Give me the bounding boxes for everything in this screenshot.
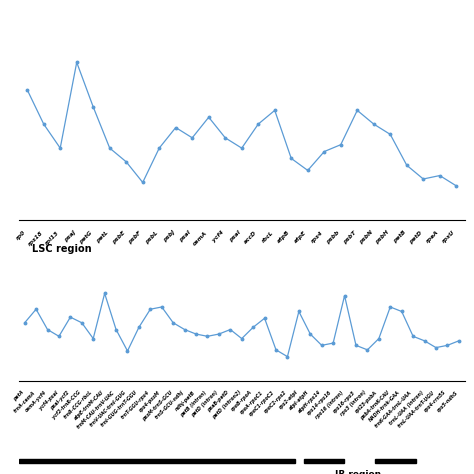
Text: rps4-rrn5S: rps4-rrn5S: [424, 390, 447, 413]
Text: petB (intron): petB (intron): [180, 390, 208, 418]
Text: rpoA-rpoC1: rpoA-rpoC1: [239, 390, 264, 415]
Text: trnR-CCG-rbcL: trnR-CCG-rbcL: [63, 390, 93, 420]
Text: trnA-cemA: trnA-cemA: [12, 390, 36, 413]
Text: rps4: rps4: [310, 230, 324, 244]
Text: atpE: atpE: [293, 230, 308, 244]
Text: ycf4-psaI: ycf4-psaI: [38, 390, 59, 410]
Text: petL: petL: [96, 230, 109, 244]
Text: psaJ: psaJ: [64, 230, 77, 243]
Text: LSC region: LSC region: [32, 244, 91, 254]
Text: petA: petA: [12, 390, 25, 402]
Bar: [375, 459, 416, 464]
Text: atpI-atpH: atpI-atpH: [289, 390, 310, 411]
Text: ycf2-trnR-CCG: ycf2-trnR-CCG: [52, 390, 82, 420]
Text: psbJ: psbJ: [162, 230, 176, 244]
Text: pssM-trnS-GCU: pssM-trnS-GCU: [141, 390, 173, 422]
Text: ndhj-petB: ndhj-petB: [174, 390, 196, 412]
Text: accD: accD: [244, 230, 258, 245]
Text: ycf4: ycf4: [212, 230, 225, 243]
Text: rps16-rps3: rps16-rps3: [332, 390, 356, 414]
Text: psaB-petD: psaB-petD: [207, 390, 230, 413]
Text: rpeA: rpeA: [425, 230, 440, 245]
Text: NADH-trnk-GAA: NADH-trnk-GAA: [369, 390, 401, 423]
Bar: [304, 459, 344, 464]
Text: psbA-trnK-CAU: psbA-trnK-CAU: [359, 390, 390, 421]
Text: psbH: psbH: [375, 230, 390, 246]
Text: rbcL: rbcL: [261, 230, 275, 244]
Text: trnS-GCU-ndhj: trnS-GCU-ndhj: [154, 390, 184, 420]
Text: psbb: psbb: [326, 230, 341, 245]
Text: petD (intron): petD (intron): [191, 390, 219, 418]
Text: atpB: atpB: [277, 230, 291, 245]
Text: psbE: psbE: [111, 230, 126, 245]
Text: trnM-CAU-trnV-UAC: trnM-CAU-trnV-UAC: [76, 390, 116, 429]
Text: petD: petD: [409, 230, 423, 245]
Text: rpl13: rpl13: [45, 230, 60, 246]
Text: rp0: rp0: [16, 230, 27, 241]
Text: psaI-ycf2: psaI-ycf2: [49, 390, 70, 410]
Text: rps4-pssM: rps4-pssM: [138, 390, 162, 413]
Text: psbF: psbF: [128, 230, 143, 245]
Text: trnT-GGU-rps4: trnT-GGU-rps4: [120, 390, 150, 420]
Text: psaI: psaI: [179, 230, 192, 243]
Text: rpxU: rpxU: [442, 230, 456, 245]
Text: petD (intron2): petD (intron2): [211, 390, 242, 420]
Text: rps5-ndhS: rps5-ndhS: [436, 390, 459, 412]
Bar: [19, 459, 295, 464]
Text: rps14-rps16: rps14-rps16: [307, 390, 333, 416]
Text: trnL-UAA (intron): trnL-UAA (intron): [389, 390, 425, 426]
Text: rpoC1-rpoC2: rpoC1-rpoC2: [249, 390, 276, 417]
Text: rpoB-rpoA: rpoB-rpoA: [230, 390, 253, 412]
Text: cemA: cemA: [192, 230, 209, 246]
Text: IR region: IR region: [335, 470, 381, 474]
Text: psbT: psbT: [342, 230, 357, 245]
Text: trnK-GAA-trnL-UAA: trnK-GAA-trnL-UAA: [374, 390, 413, 428]
Text: cemA-ycf4: cemA-ycf4: [24, 390, 47, 413]
Text: rps18: rps18: [27, 230, 44, 247]
Text: psbL: psbL: [145, 230, 159, 245]
Text: psbN: psbN: [358, 230, 374, 246]
Text: rps16 (intron): rps16 (intron): [315, 390, 345, 419]
Text: rps3 (intron): rps3 (intron): [340, 390, 367, 417]
Text: rpoC2-rps2: rpoC2-rps2: [263, 390, 287, 414]
Text: trnI-GUG-trnT-GGU: trnI-GUG-trnT-GGU: [100, 390, 139, 428]
Text: rps2-atpI: rps2-atpI: [278, 390, 299, 410]
Text: rpl23-psbA: rpl23-psbA: [355, 390, 379, 414]
Text: petB: petB: [392, 230, 407, 245]
Text: atpH-rps14: atpH-rps14: [297, 390, 322, 414]
Text: atpE-trnM-CAU: atpE-trnM-CAU: [73, 390, 105, 421]
Text: trnV-UAC-trnI-GUG: trnV-UAC-trnI-GUG: [89, 390, 128, 428]
Text: petG: petG: [79, 230, 93, 245]
Text: psaI: psaI: [228, 230, 242, 243]
Text: trnL-UAA-trnT-UGU: trnL-UAA-trnT-UGU: [397, 390, 436, 428]
